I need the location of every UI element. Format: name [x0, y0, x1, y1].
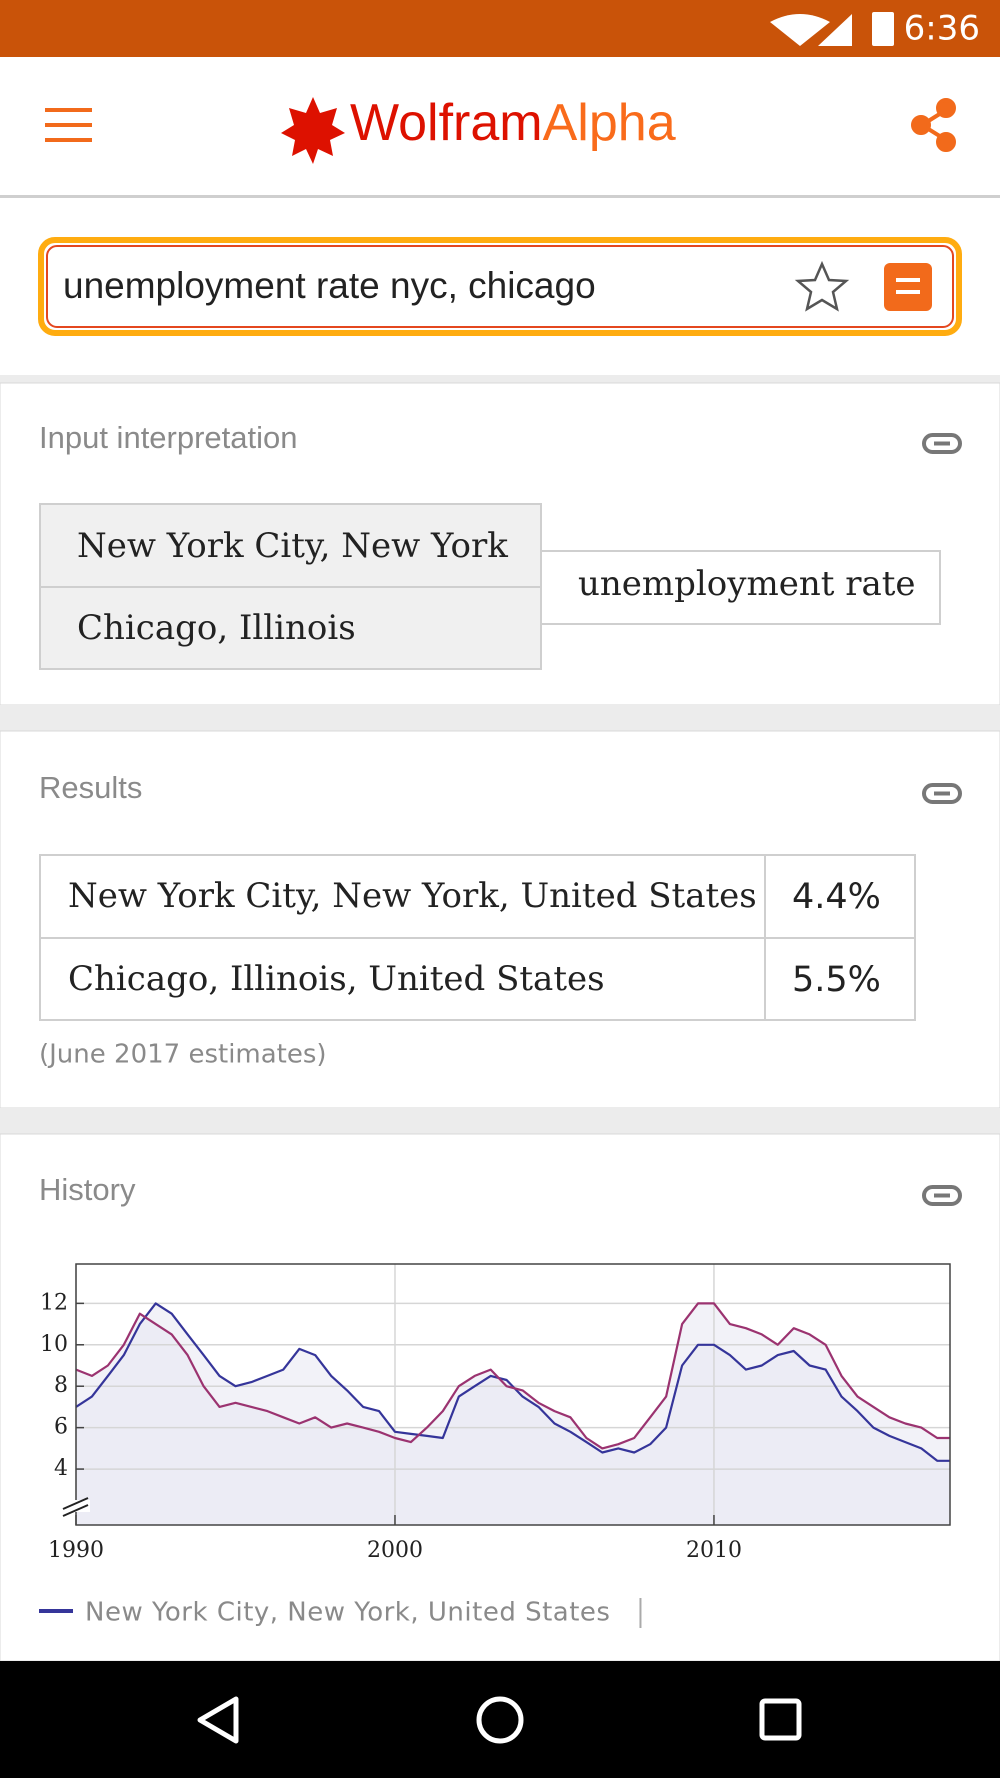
y-tick-label: 10	[40, 1332, 68, 1357]
history-chart: 4 6 8 10 12 1990 2000 2010 New York City, New Yo…	[39, 1263, 951, 1628]
back-button[interactable]	[197, 1696, 239, 1744]
logo-star	[281, 97, 345, 164]
gap	[0, 705, 1000, 731]
entity: Chicago, Illinois	[77, 608, 356, 648]
search-query[interactable]: unemployment rate nyc, chicago	[63, 265, 596, 306]
battery-icon	[872, 12, 894, 46]
logo: WolframAlpha	[350, 94, 676, 152]
property-box	[540, 550, 941, 625]
input-mode-button[interactable]	[884, 263, 932, 311]
result-place: New York City, New York, United States	[68, 876, 757, 916]
share-button[interactable]	[911, 98, 956, 152]
pod-title: History	[39, 1172, 136, 1207]
result-value: 5.5%	[792, 960, 881, 1000]
search-box[interactable]	[38, 237, 962, 336]
axis-break-bg	[62, 1500, 90, 1512]
plot-frame	[75, 1263, 951, 1526]
pod-title: Results	[39, 770, 142, 805]
entity: New York City, New York	[77, 526, 508, 566]
permalink-button[interactable]	[922, 1185, 962, 1206]
legend-label: New York City, New York, United States	[85, 1598, 610, 1628]
wifi-icon	[770, 14, 830, 46]
y-tick-label: 4	[54, 1456, 68, 1481]
x-tick-label: 2010	[686, 1538, 742, 1563]
menu-button[interactable]	[45, 108, 92, 142]
logo-alpha: Alpha	[543, 94, 676, 152]
result-place: Chicago, Illinois, United States	[68, 959, 605, 999]
permalink-button[interactable]	[922, 783, 962, 804]
pod-title: Input interpretation	[39, 420, 298, 455]
search-box-inner	[46, 245, 954, 328]
permalink-button[interactable]	[922, 433, 962, 454]
result-value: 4.4%	[792, 877, 881, 917]
nav-bar	[0, 1661, 1000, 1778]
header-divider	[0, 195, 1000, 198]
status-bar	[0, 0, 1000, 57]
y-tick-label: 8	[54, 1373, 68, 1398]
header	[0, 57, 1000, 195]
x-tick-label: 1990	[48, 1538, 104, 1563]
y-tick-label: 12	[40, 1290, 68, 1315]
logo-wolfram: Wolfram	[350, 94, 543, 152]
results-note: (June 2017 estimates)	[39, 1040, 327, 1070]
property: unemployment rate	[578, 564, 916, 604]
signal-icon	[818, 14, 852, 46]
y-tick-label: 6	[54, 1415, 68, 1440]
series-line	[75, 1302, 950, 1450]
home-button[interactable]	[476, 1696, 524, 1744]
axis-break	[62, 1504, 89, 1517]
favorite-button[interactable]	[794, 260, 850, 312]
gap	[0, 1108, 1000, 1134]
gap	[0, 375, 1000, 383]
clock: 6:36	[904, 9, 980, 49]
x-tick-label: 2000	[367, 1538, 423, 1563]
recents-button[interactable]	[759, 1698, 802, 1741]
axis-break	[62, 1497, 89, 1510]
